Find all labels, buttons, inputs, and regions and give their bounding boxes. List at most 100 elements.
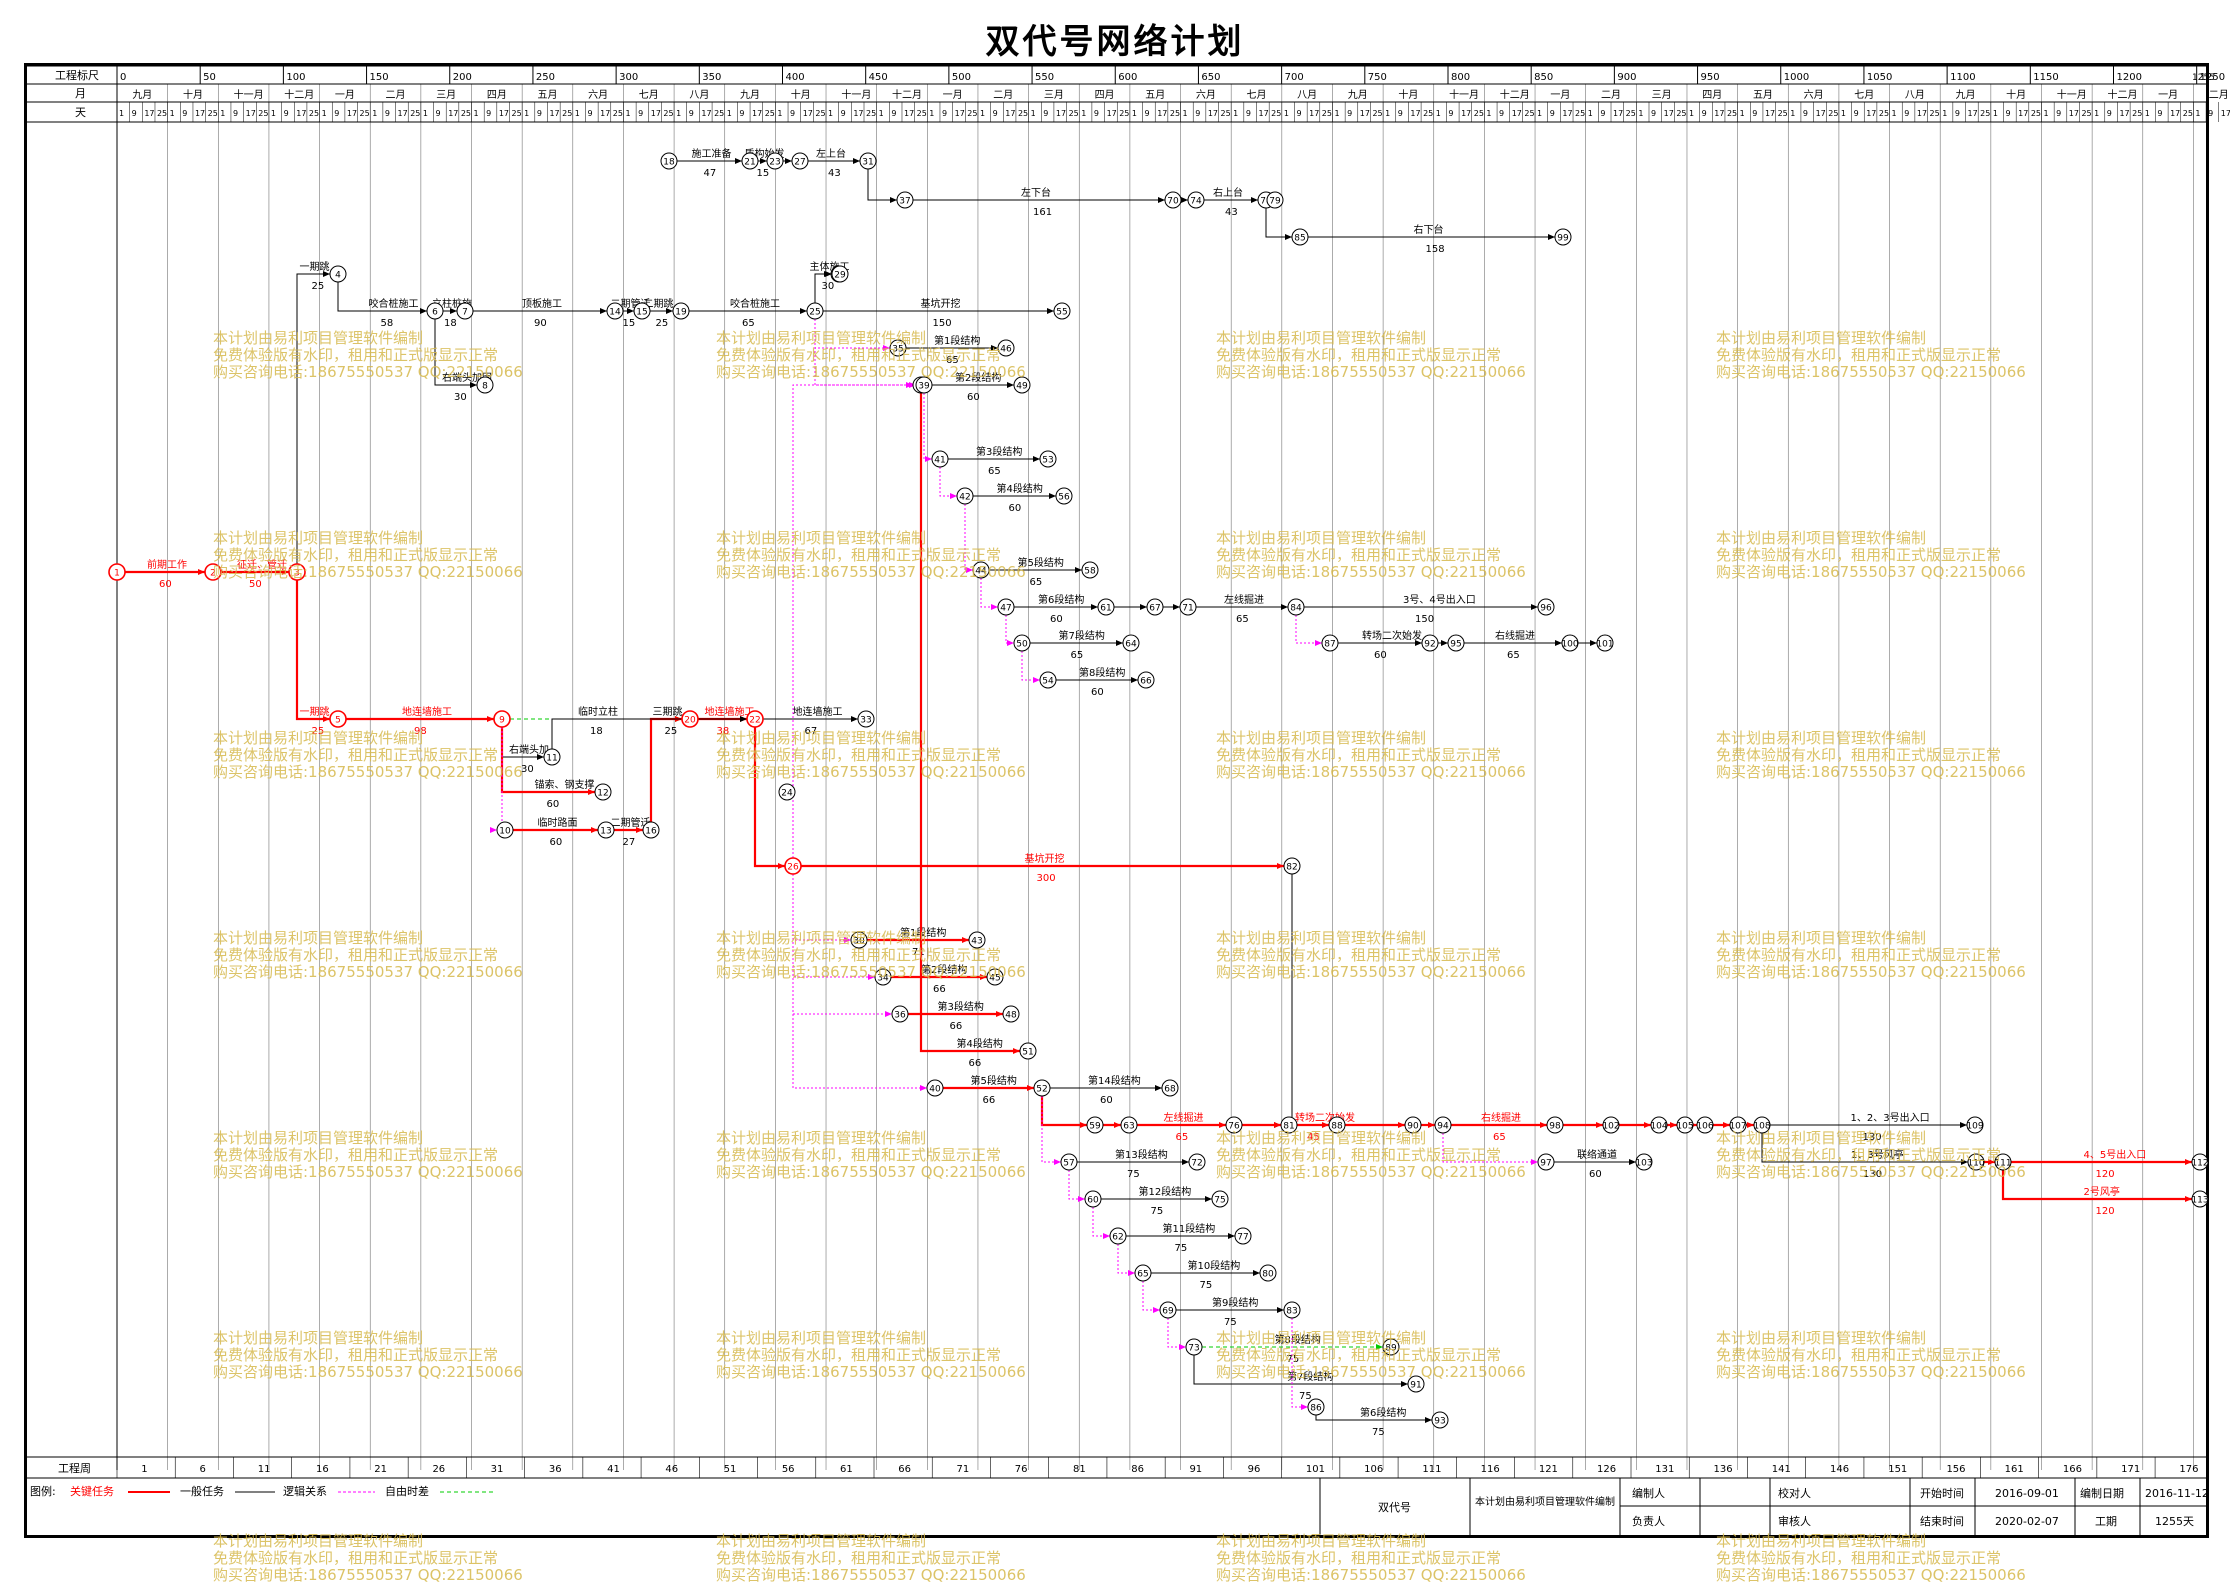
event-node	[891, 1005, 909, 1023]
event-node-number: 43	[971, 937, 982, 947]
task-duration: 25	[312, 281, 325, 292]
arrowhead	[890, 197, 897, 203]
day-label: 25	[2132, 109, 2142, 118]
day-label: 1	[1537, 109, 1542, 118]
month-label: 十二月	[284, 88, 314, 101]
week-label: 66	[898, 1464, 911, 1475]
end-value: 2020-02-07	[1995, 1515, 2059, 1528]
arrowhead	[1960, 1122, 1967, 1128]
event-node-number: 111	[1994, 1159, 2011, 1169]
arrowhead	[1078, 1196, 1085, 1202]
scale-tick-label: 300	[619, 72, 638, 83]
task-name: 第5段结构	[971, 1074, 1017, 1087]
month-label: 二月	[386, 89, 406, 101]
task-duration: 120	[2096, 1206, 2115, 1217]
event-node	[1635, 1153, 1653, 1171]
event-node	[1447, 634, 1465, 652]
event-node	[1537, 1153, 1555, 1171]
free-float-arrow	[939, 467, 957, 497]
event-node	[1328, 1116, 1346, 1134]
arrowhead	[1555, 640, 1562, 646]
day-label: 25	[967, 109, 977, 118]
event-node-number: 41	[934, 456, 945, 466]
free-float-arrow	[1295, 615, 1322, 644]
scale-tick-label: 800	[1451, 72, 1470, 83]
day-label: 1	[2094, 109, 2099, 118]
day-label: 9	[1043, 109, 1048, 118]
date-label: 编制日期	[2080, 1486, 2124, 1500]
legend-logic-label: 逻辑关系	[283, 1484, 327, 1498]
task-duration: 65	[1507, 650, 1520, 661]
week-label: 36	[549, 1464, 562, 1475]
day-label: 25	[1778, 109, 1788, 118]
day-label: 25	[663, 109, 673, 118]
week-label: 6	[200, 1464, 206, 1475]
event-node	[1266, 191, 1284, 209]
day-label: 25	[1524, 109, 1534, 118]
duration-value: 1255天	[2155, 1515, 2194, 1528]
event-node	[926, 1079, 944, 1097]
day-label: 17	[296, 109, 306, 118]
legend-label: 图例:	[30, 1484, 56, 1498]
event-node	[2191, 1153, 2209, 1171]
event-node	[784, 857, 802, 875]
day-label: 25	[1474, 109, 1484, 118]
event-node	[1225, 1116, 1243, 1134]
arrowhead	[740, 716, 747, 722]
day-label: 9	[1145, 109, 1150, 118]
event-node	[108, 563, 126, 581]
event-node	[1596, 634, 1614, 652]
task-duration: 75	[1372, 1427, 1385, 1438]
event-node	[1407, 1375, 1425, 1393]
checker-label: 校对人	[1778, 1486, 1811, 1500]
arrowhead	[785, 158, 792, 164]
day-label: 1	[423, 109, 428, 118]
event-node-number: 85	[1294, 234, 1305, 244]
month-label: 九月	[132, 89, 152, 101]
day-label: 9	[385, 109, 390, 118]
event-node	[456, 302, 474, 320]
arrowhead	[1219, 1122, 1226, 1128]
month-label: 九月	[740, 89, 760, 101]
day-label: 1	[1892, 109, 1897, 118]
day-label: 1	[220, 109, 225, 118]
event-node	[1546, 1116, 1564, 1134]
task-name: 第8段结构	[1079, 666, 1125, 679]
day-label: 9	[1398, 109, 1403, 118]
day-label: 17	[2018, 109, 2028, 118]
scale-tick-label: 950	[1701, 72, 1720, 83]
event-node	[1013, 634, 1031, 652]
arrowhead	[1441, 640, 1448, 646]
scale-tick-label: 600	[1118, 72, 1137, 83]
arrowhead	[950, 493, 957, 499]
day-label: 25	[714, 109, 724, 118]
task-name: 第3段结构	[938, 1000, 984, 1013]
arrowhead	[1747, 1122, 1754, 1128]
day-label: 17	[1917, 109, 1927, 118]
arrowhead	[1281, 604, 1288, 610]
day-label: 17	[1968, 109, 1978, 118]
event-node-number: 40	[929, 1085, 941, 1095]
day-label: 1	[1436, 109, 1441, 118]
day-label: 17	[701, 109, 711, 118]
event-node-number: 56	[1058, 493, 1070, 503]
task-duration: 150	[1415, 614, 1434, 625]
month-label: 八月	[1297, 89, 1317, 101]
task-name: 第1段结构	[934, 334, 980, 347]
day-label: 9	[1803, 109, 1808, 118]
task-name: 3号、4号出入口	[1403, 593, 1476, 606]
free-float-arrow	[814, 319, 916, 386]
task-name: 左上台	[816, 147, 846, 160]
event-node	[1421, 634, 1439, 652]
event-node	[1086, 1116, 1104, 1134]
arrowhead	[1425, 1417, 1432, 1423]
arrowhead	[1080, 1122, 1087, 1128]
event-node-number: 103	[1635, 1159, 1652, 1169]
week-label: 146	[1830, 1464, 1849, 1475]
task-duration: 65	[1176, 1132, 1189, 1143]
day-label: 17	[499, 109, 509, 118]
event-node	[1120, 1116, 1138, 1134]
arrowhead	[1644, 1122, 1651, 1128]
